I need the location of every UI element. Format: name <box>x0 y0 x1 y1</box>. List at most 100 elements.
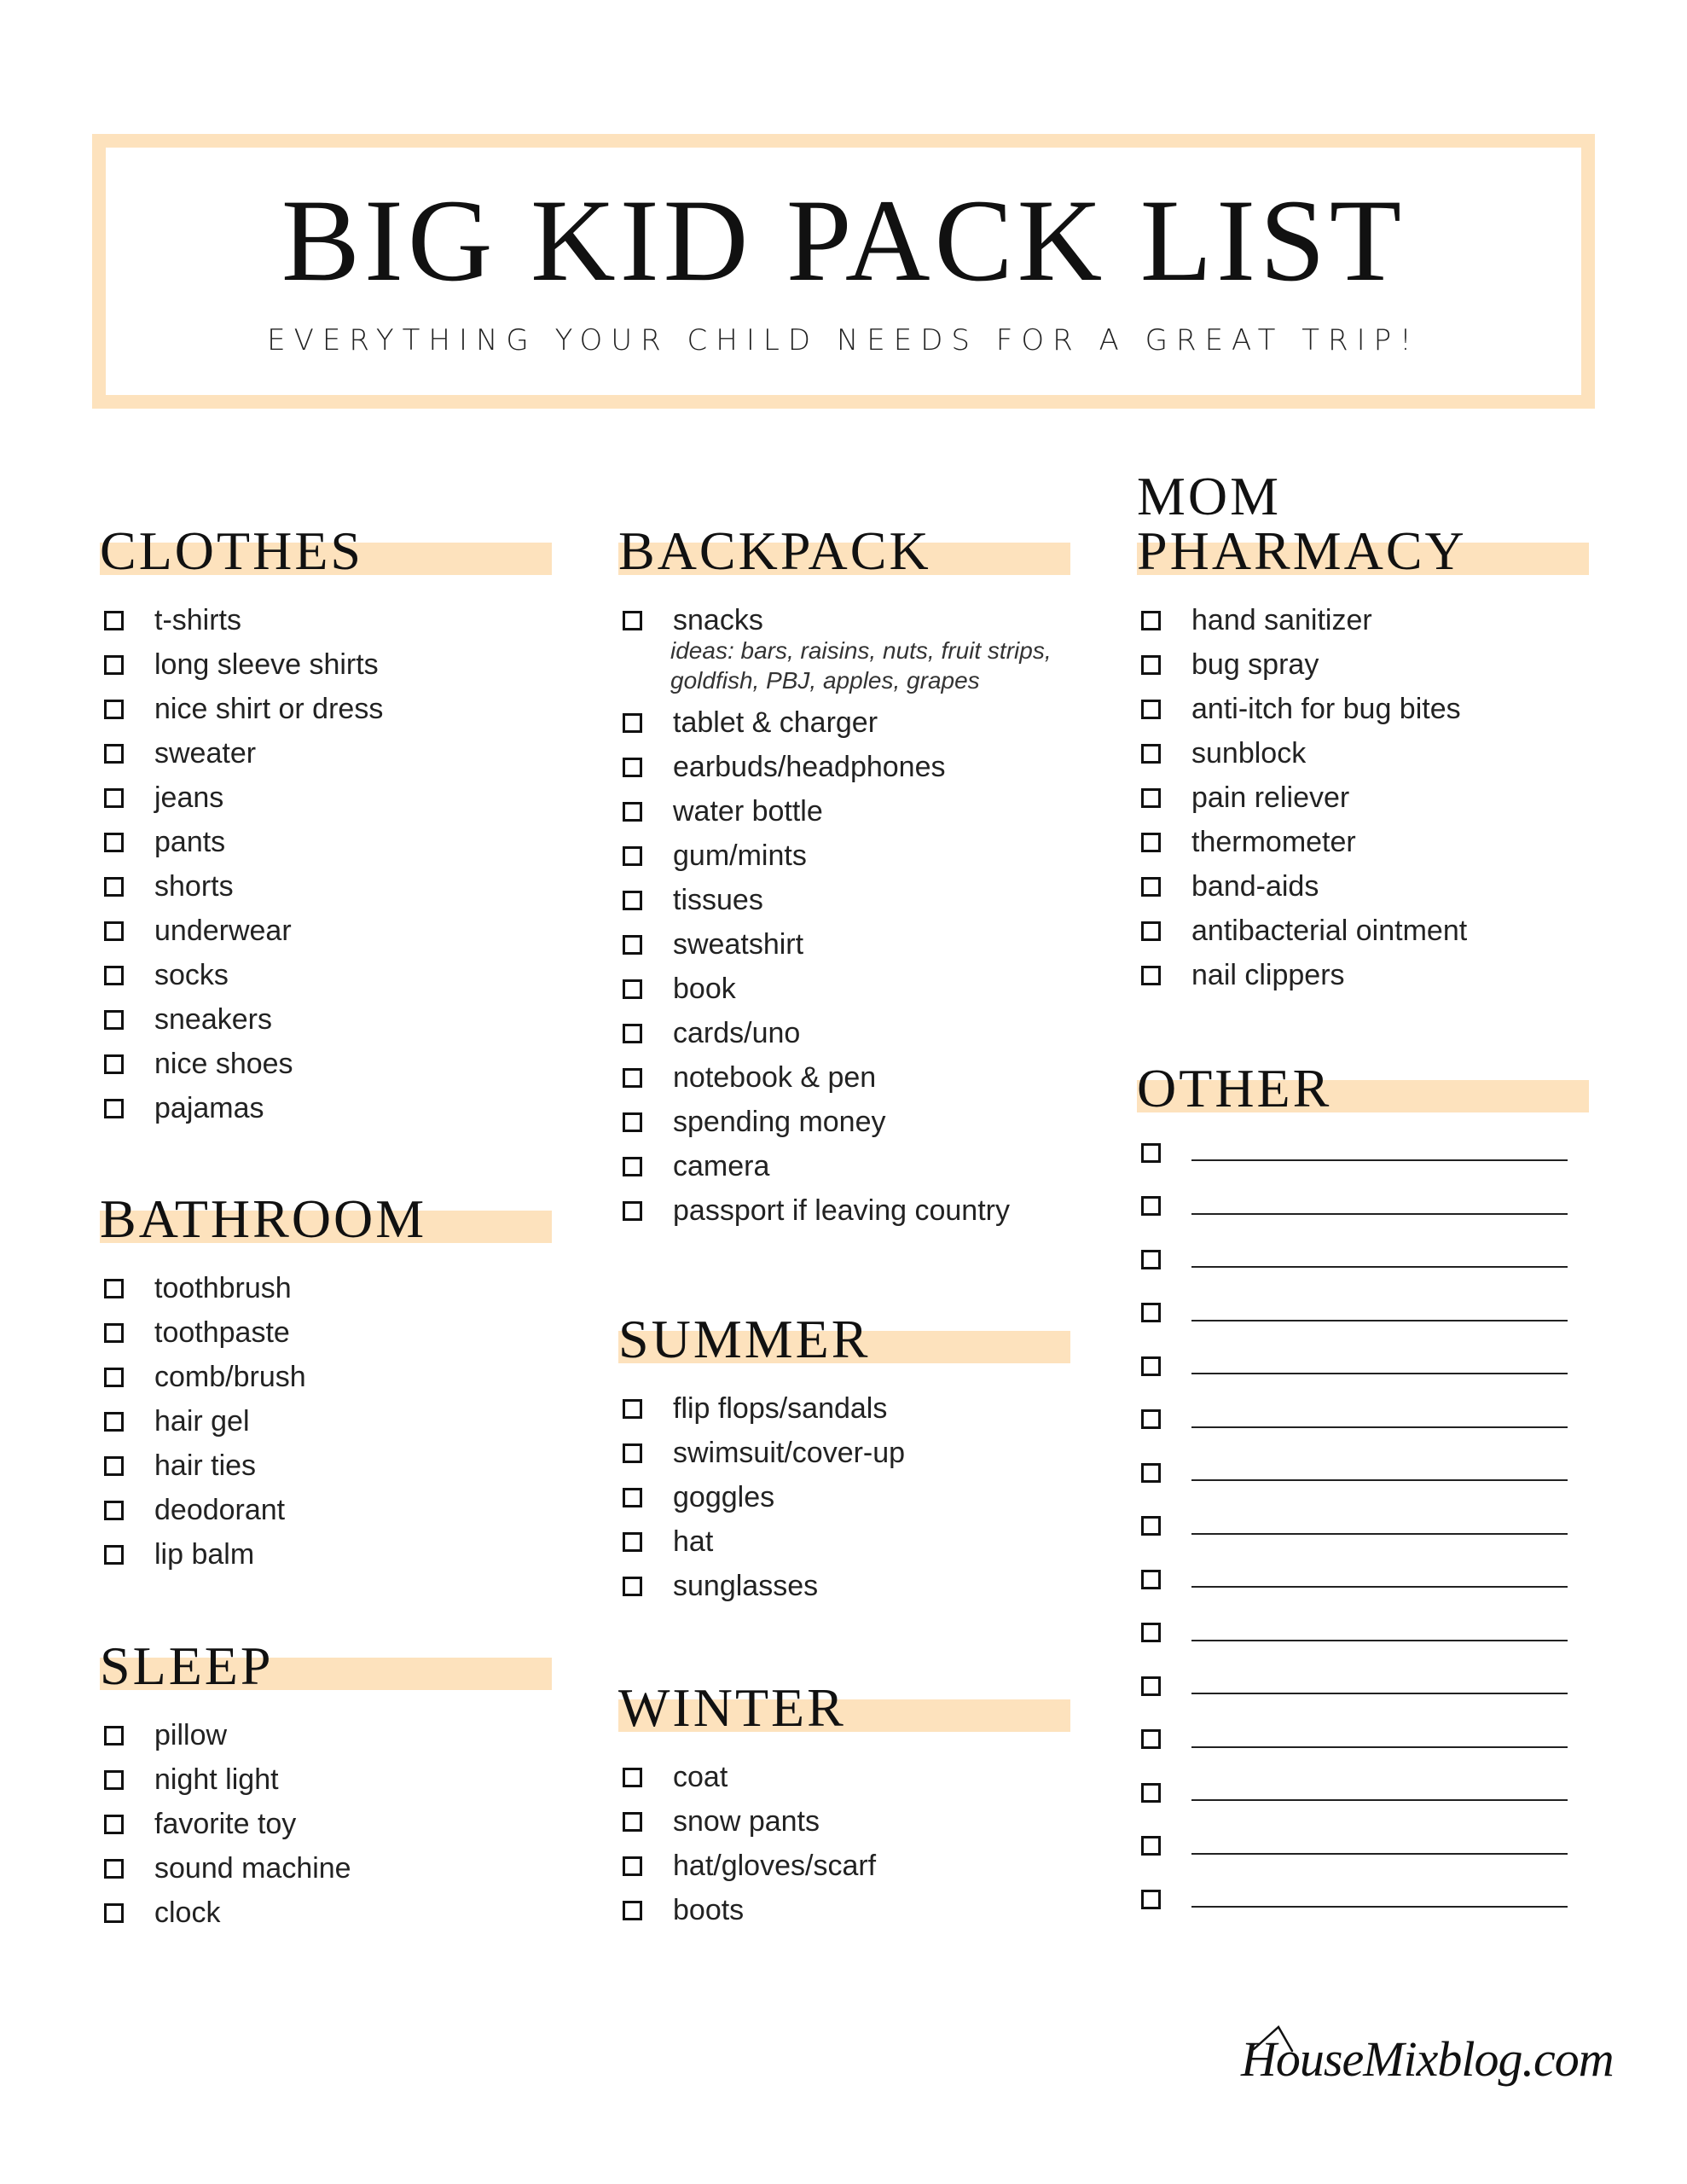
checklist-item[interactable]: pants <box>100 820 552 864</box>
checkbox[interactable] <box>104 876 124 897</box>
checkbox[interactable] <box>1141 699 1161 719</box>
checklist-item[interactable]: hat <box>618 1519 1070 1564</box>
checklist-item[interactable]: favorite toy <box>100 1802 552 1846</box>
checkbox[interactable] <box>1141 1676 1161 1696</box>
checkbox[interactable] <box>623 1443 642 1463</box>
checkbox[interactable] <box>104 1054 124 1074</box>
checkbox[interactable] <box>623 979 642 999</box>
write-in-line[interactable] <box>1191 1639 1568 1641</box>
checkbox[interactable] <box>623 1531 642 1552</box>
write-in-line[interactable] <box>1191 1373 1568 1375</box>
checklist-item[interactable]: pain reliever <box>1137 775 1589 820</box>
checklist-item[interactable]: lip balm <box>100 1532 552 1577</box>
checkbox[interactable] <box>1141 965 1161 985</box>
checklist-item[interactable]: tablet & charger <box>618 700 1070 745</box>
write-in-line[interactable] <box>1191 1159 1568 1162</box>
checkbox[interactable] <box>104 1814 124 1834</box>
checkbox[interactable] <box>1141 876 1161 897</box>
checkbox[interactable] <box>104 1544 124 1565</box>
checklist-item[interactable]: toothbrush <box>100 1266 552 1310</box>
checkbox[interactable] <box>1141 1409 1161 1430</box>
checklist-item[interactable]: nice shirt or dress <box>100 687 552 731</box>
checkbox[interactable] <box>104 1322 124 1343</box>
checklist-item[interactable]: camera <box>618 1144 1070 1188</box>
checkbox[interactable] <box>1141 654 1161 675</box>
checklist-item[interactable]: sound machine <box>100 1846 552 1891</box>
checkbox[interactable] <box>1141 1729 1161 1750</box>
checkbox[interactable] <box>104 743 124 764</box>
checklist-item[interactable]: sneakers <box>100 997 552 1042</box>
write-in-line[interactable] <box>1191 1532 1568 1535</box>
checklist-item[interactable]: thermometer <box>1137 820 1589 864</box>
checklist-item[interactable]: water bottle <box>618 789 1070 834</box>
checklist-item[interactable]: shorts <box>100 864 552 909</box>
write-in-line[interactable] <box>1191 1693 1568 1695</box>
checklist-item[interactable]: cards/uno <box>618 1011 1070 1055</box>
checklist-item[interactable]: night light <box>100 1757 552 1802</box>
checkbox[interactable] <box>104 832 124 852</box>
checklist-item[interactable]: anti-itch for bug bites <box>1137 687 1589 731</box>
checklist-item[interactable]: hand sanitizer <box>1137 598 1589 642</box>
checkbox[interactable] <box>623 1487 642 1507</box>
checklist-item[interactable]: boots <box>618 1888 1070 1932</box>
checkbox[interactable] <box>104 787 124 808</box>
checklist-item[interactable]: nice shoes <box>100 1042 552 1086</box>
checklist-item[interactable]: spending money <box>618 1100 1070 1144</box>
checkbox[interactable] <box>1141 921 1161 941</box>
write-in-line[interactable] <box>1191 1266 1568 1269</box>
checklist-item[interactable]: band-aids <box>1137 864 1589 909</box>
checkbox[interactable] <box>1141 610 1161 630</box>
checkbox[interactable] <box>104 1769 124 1790</box>
write-in-line[interactable] <box>1191 1852 1568 1855</box>
write-in-line[interactable] <box>1191 1479 1568 1482</box>
checklist-item[interactable]: notebook & pen <box>618 1055 1070 1100</box>
checklist-item[interactable]: coat <box>618 1755 1070 1799</box>
checklist-item[interactable]: underwear <box>100 909 552 953</box>
checklist-item[interactable]: long sleeve shirts <box>100 642 552 687</box>
checkbox[interactable] <box>104 921 124 941</box>
checkbox[interactable] <box>623 712 642 733</box>
checklist-item[interactable]: book <box>618 967 1070 1011</box>
checkbox[interactable] <box>623 1900 642 1920</box>
checkbox[interactable] <box>623 1856 642 1876</box>
checkbox[interactable] <box>104 1500 124 1520</box>
checkbox[interactable] <box>623 1112 642 1132</box>
write-in-line[interactable] <box>1191 1799 1568 1802</box>
checklist-item[interactable]: t-shirts <box>100 598 552 642</box>
checkbox[interactable] <box>1141 1516 1161 1536</box>
write-in-line[interactable] <box>1191 1319 1568 1321</box>
checkbox[interactable] <box>104 1902 124 1923</box>
checklist-item[interactable]: nail clippers <box>1137 953 1589 997</box>
checklist-item[interactable]: bug spray <box>1137 642 1589 687</box>
checklist-item[interactable]: pillow <box>100 1713 552 1757</box>
checkbox[interactable] <box>104 965 124 985</box>
write-in-line[interactable] <box>1191 1212 1568 1215</box>
checklist-item[interactable]: comb/brush <box>100 1355 552 1399</box>
checkbox[interactable] <box>1141 1462 1161 1483</box>
write-in-line[interactable] <box>1191 1586 1568 1589</box>
checklist-item[interactable]: antibacterial ointment <box>1137 909 1589 953</box>
checklist-item[interactable]: deodorant <box>100 1488 552 1532</box>
write-in-line[interactable] <box>1191 1906 1568 1908</box>
checkbox[interactable] <box>623 890 642 910</box>
checklist-item[interactable]: socks <box>100 953 552 997</box>
checklist-item[interactable]: passport if leaving country <box>618 1188 1070 1233</box>
checkbox[interactable] <box>623 1023 642 1043</box>
checkbox[interactable] <box>104 1098 124 1118</box>
checkbox[interactable] <box>104 1278 124 1298</box>
checkbox[interactable] <box>1141 1569 1161 1589</box>
checkbox[interactable] <box>1141 787 1161 808</box>
write-in-line[interactable] <box>1191 1745 1568 1748</box>
checkbox[interactable] <box>623 801 642 822</box>
checkbox[interactable] <box>104 1411 124 1432</box>
checklist-item[interactable]: snow pants <box>618 1799 1070 1844</box>
checkbox[interactable] <box>623 1156 642 1176</box>
checkbox[interactable] <box>623 1398 642 1419</box>
checkbox[interactable] <box>104 1455 124 1476</box>
checkbox[interactable] <box>623 610 642 630</box>
checklist-item[interactable]: jeans <box>100 775 552 820</box>
checkbox[interactable] <box>1141 1142 1161 1163</box>
checklist-item[interactable]: hat/gloves/scarf <box>618 1844 1070 1888</box>
checkbox[interactable] <box>104 1725 124 1745</box>
checkbox[interactable] <box>1141 1836 1161 1856</box>
